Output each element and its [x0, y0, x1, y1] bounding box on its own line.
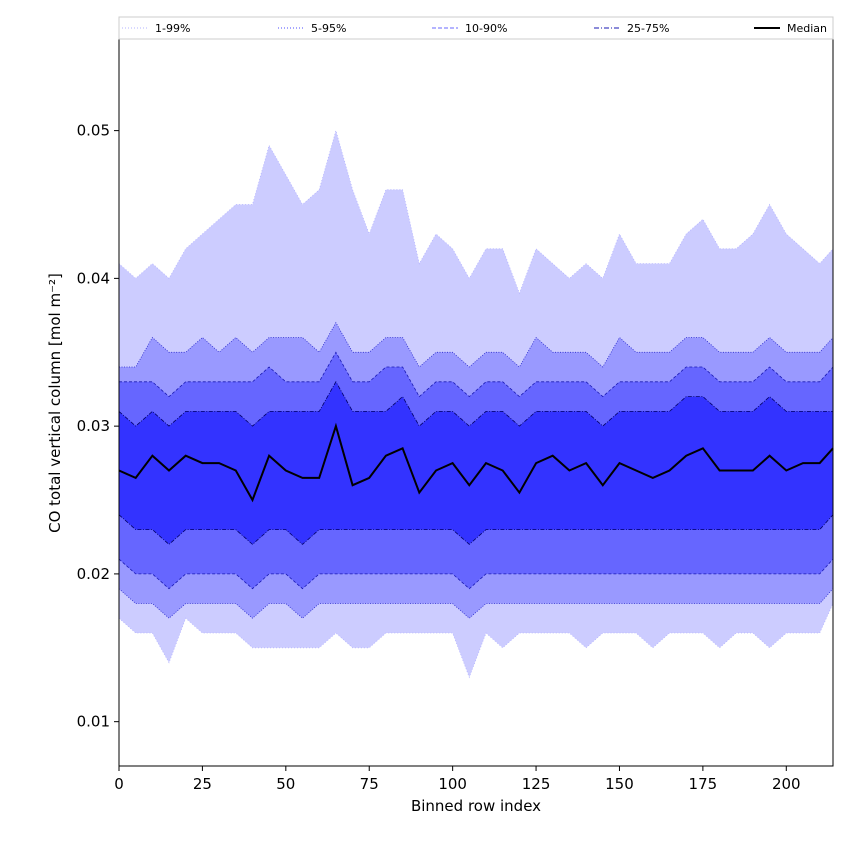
y-axis-label: CO total vertical column [mol m⁻²] [46, 273, 64, 533]
y-axis: 0.01 0.02 0.03 0.04 0.05 [77, 122, 119, 731]
y-tick-label: 0.02 [77, 565, 110, 583]
band-upper-line-25-75% [118, 380, 833, 427]
legend-label: 10-90% [465, 22, 507, 35]
band-lower-line-10-90% [118, 558, 834, 590]
band-upper-line-5-95% [119, 321, 834, 368]
y-tick-label: 0.03 [77, 417, 110, 435]
x-tick-label: 100 [438, 775, 467, 793]
y-tick-label: 0.04 [77, 269, 110, 287]
median-line [118, 422, 834, 503]
legend-label: Median [787, 22, 827, 35]
y-tick-label: 0.05 [77, 122, 110, 140]
x-tick-label: 25 [193, 775, 212, 793]
x-tick-label: 200 [772, 775, 801, 793]
band-upper-line-1-99% [118, 129, 834, 295]
x-tick-label: 0 [114, 775, 124, 793]
legend-label: 5-95% [311, 22, 346, 35]
band-lower-line-5-95% [118, 588, 834, 619]
legend-box [118, 16, 834, 40]
x-axis-label: Binned row index [411, 797, 541, 815]
legend-label: 25-75% [627, 22, 669, 35]
x-tick-label: 175 [689, 775, 718, 793]
x-tick-label: 50 [276, 775, 295, 793]
legend: 1-99% 5-95% 10-90% 25-75% Median [118, 16, 834, 40]
band-upper-line-10-90% [119, 351, 834, 398]
band-lower-line-25-75% [118, 514, 834, 545]
lines-layer [118, 129, 834, 679]
band-25-75% [119, 381, 833, 545]
band-lower-line-1-99% [118, 603, 834, 679]
x-tick-label: 125 [522, 775, 551, 793]
bands-layer [119, 130, 833, 678]
x-tick-label: 150 [605, 775, 634, 793]
y-tick-label: 0.01 [77, 713, 110, 731]
x-tick-label: 75 [360, 775, 379, 793]
legend-label: 1-99% [155, 22, 190, 35]
x-axis: 0 25 50 75 100 125 150 175 200 [114, 766, 801, 793]
